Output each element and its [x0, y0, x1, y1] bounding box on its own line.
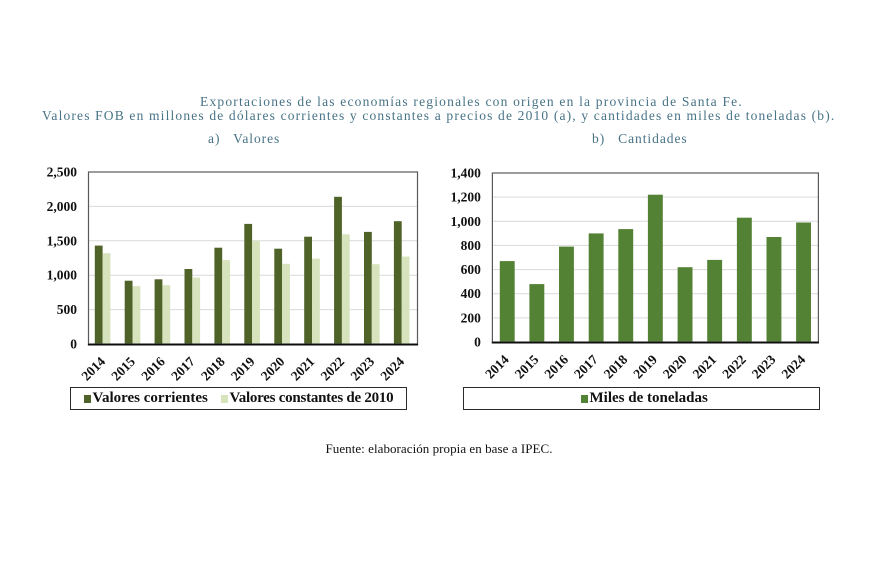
svg-text:2,000: 2,000 [47, 199, 78, 214]
svg-text:1,500: 1,500 [47, 233, 78, 248]
svg-text:2016: 2016 [541, 352, 571, 382]
svg-text:2016: 2016 [138, 354, 168, 384]
svg-text:2020: 2020 [660, 352, 690, 382]
svg-text:2014: 2014 [78, 354, 108, 384]
svg-text:1,400: 1,400 [451, 166, 482, 181]
svg-text:1,000: 1,000 [451, 214, 482, 229]
svg-text:2024: 2024 [779, 352, 809, 382]
svg-text:0: 0 [474, 335, 481, 350]
svg-text:2019: 2019 [630, 352, 660, 382]
svg-text:2023: 2023 [749, 352, 779, 382]
svg-text:2014: 2014 [482, 352, 512, 382]
svg-text:2022: 2022 [318, 354, 348, 384]
svg-text:400: 400 [461, 286, 482, 301]
svg-text:2018: 2018 [198, 354, 228, 384]
svg-text:2015: 2015 [108, 354, 138, 384]
svg-text:2,500: 2,500 [47, 165, 78, 180]
svg-text:2021: 2021 [690, 352, 720, 382]
svg-text:2015: 2015 [512, 352, 542, 382]
svg-text:200: 200 [461, 310, 482, 325]
svg-text:500: 500 [57, 302, 78, 317]
svg-text:2024: 2024 [377, 354, 407, 384]
svg-text:2020: 2020 [258, 354, 288, 384]
svg-text:2017: 2017 [168, 354, 198, 384]
svg-text:2022: 2022 [719, 352, 749, 382]
svg-text:0: 0 [70, 337, 77, 352]
svg-text:2023: 2023 [348, 354, 378, 384]
svg-text:2018: 2018 [601, 352, 631, 382]
svg-text:800: 800 [461, 238, 482, 253]
svg-text:2019: 2019 [228, 354, 258, 384]
svg-text:2021: 2021 [288, 354, 318, 384]
svg-text:1,200: 1,200 [451, 190, 482, 205]
svg-text:2017: 2017 [571, 352, 601, 382]
svg-text:600: 600 [461, 262, 482, 277]
svg-text:1,000: 1,000 [47, 268, 78, 283]
